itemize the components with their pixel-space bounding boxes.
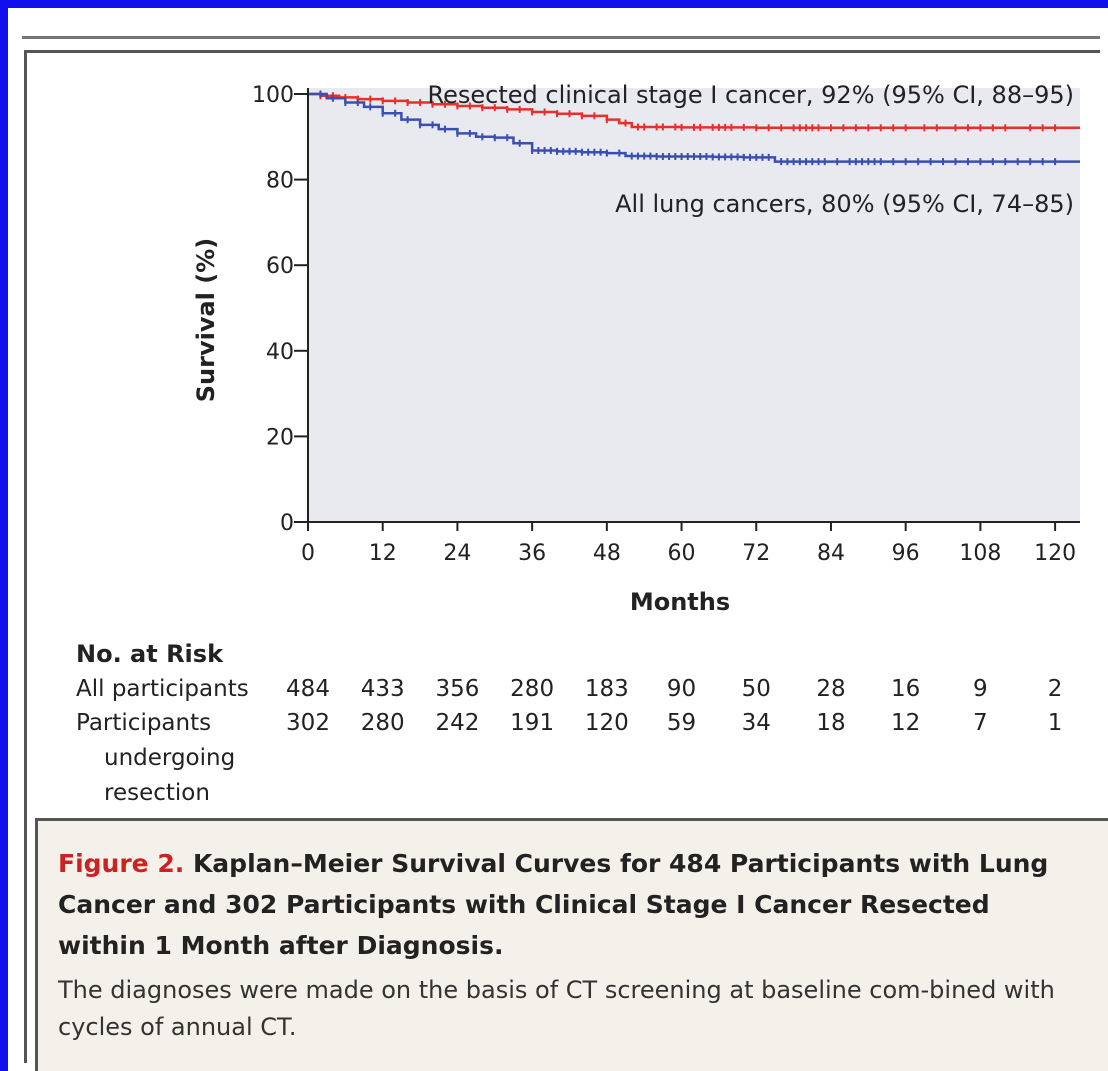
axes-layer: 0 12 24 36 48 60 72 84 96 108 120 0 20 40 60 80 100 [252, 83, 1080, 566]
caption-title-text: Kaplan–Meier Survival Curves for 484 Par… [58, 849, 1049, 960]
x-tick-label-120: 120 [1034, 541, 1076, 566]
x-tick-label-12: 12 [369, 541, 397, 566]
annotation-all: All lung cancers, 80% (95% CI, 74–85) [615, 190, 1074, 218]
annotation-resected: Resected clinical stage I cancer, 92% (9… [428, 81, 1074, 109]
y-tick-label-0: 0 [280, 511, 294, 536]
x-tick-label-24: 24 [443, 541, 471, 566]
x-tick-label-0: 0 [301, 541, 315, 566]
y-tick-label-60: 60 [266, 254, 294, 279]
x-tick-label-72: 72 [742, 541, 770, 566]
survival-chart: 0 12 24 36 48 60 72 84 96 108 120 0 20 40 60 80 100 Rese… [192, 81, 1080, 616]
x-tick-label-48: 48 [593, 541, 621, 566]
x-tick-label-60: 60 [668, 541, 696, 566]
caption-figure-label: Figure 2. [58, 849, 185, 878]
series-layer [308, 90, 1080, 166]
plot-background [308, 88, 1080, 522]
x-tick-label-96: 96 [892, 541, 920, 566]
y-tick-label-80: 80 [266, 169, 294, 194]
x-tick-label-36: 36 [518, 541, 546, 566]
x-tick-label-84: 84 [817, 541, 845, 566]
y-tick-label-20: 20 [266, 425, 294, 450]
caption-body: The diagnoses were made on the basis of … [58, 976, 1055, 1041]
caption-title: Figure 2. Kaplan–Meier Survival Curves f… [58, 843, 1086, 966]
x-axis-label: Months [630, 588, 730, 616]
y-axis-label: Survival (%) [192, 238, 220, 402]
y-tick-label-40: 40 [266, 340, 294, 365]
figure-caption: Figure 2. Kaplan–Meier Survival Curves f… [35, 818, 1108, 1071]
top-rule [22, 36, 1100, 39]
y-tick-label-100: 100 [252, 83, 294, 108]
x-tick-label-108: 108 [959, 541, 1001, 566]
